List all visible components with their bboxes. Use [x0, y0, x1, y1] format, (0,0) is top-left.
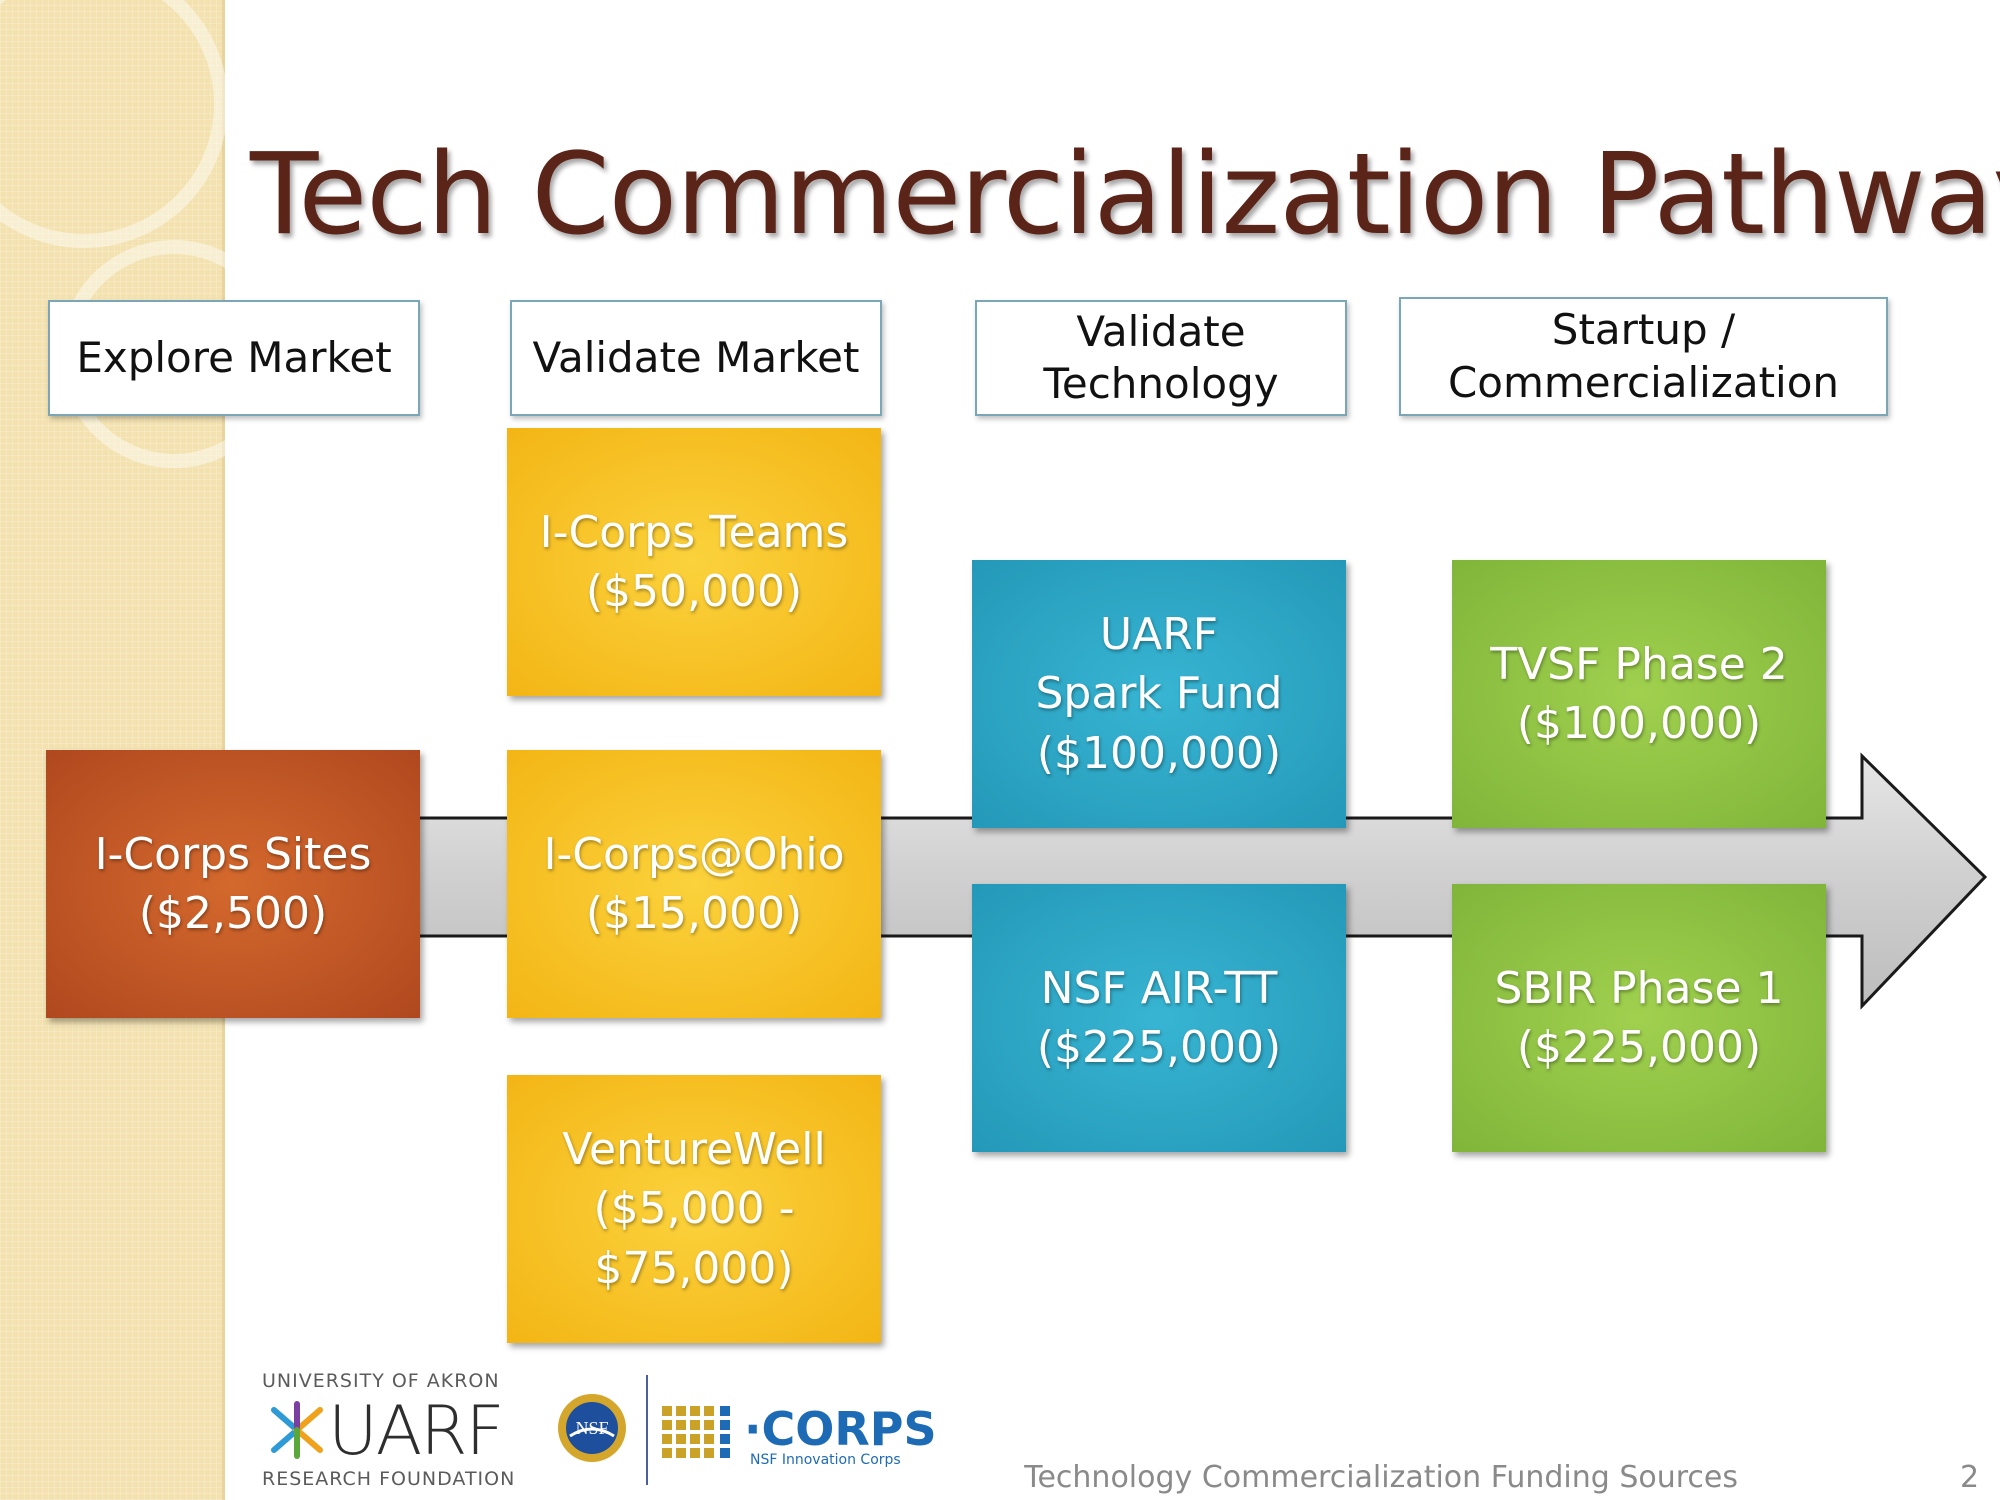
- box-uarf-spark-fund-label: UARF Spark Fund ($100,000): [1035, 608, 1283, 779]
- stage-header-startup-commercialization: Startup / Commercialization: [1399, 297, 1888, 416]
- uarf-logo-bottom-text: RESEARCH FOUNDATION: [262, 1468, 516, 1490]
- icorps-grid-icon: [662, 1406, 730, 1458]
- stage-header-explore-market: Explore Market: [48, 300, 420, 416]
- box-tvsf-phase-2: TVSF Phase 2 ($100,000): [1452, 560, 1826, 828]
- box-nsf-air-tt: NSF AIR-TT ($225,000): [972, 884, 1346, 1152]
- box-icorps-sites-label: I-Corps Sites ($2,500): [94, 828, 372, 939]
- nsf-logo-text: NSF: [575, 1418, 608, 1438]
- page-number: 2: [1960, 1460, 1980, 1495]
- stage-header-validate-market: Validate Market: [510, 300, 882, 416]
- uarf-logo-wordmark: UARF: [328, 1392, 505, 1471]
- stage-header-validate-technology: Validate Technology: [975, 300, 1347, 416]
- box-icorps-ohio: I-Corps@Ohio ($15,000): [507, 750, 881, 1018]
- icorps-logo-wordmark: ·CORPS: [744, 1402, 937, 1456]
- box-icorps-teams: I-Corps Teams ($50,000): [507, 428, 881, 696]
- box-tvsf-phase-2-label: TVSF Phase 2 ($100,000): [1490, 638, 1788, 749]
- logo-divider: [646, 1375, 648, 1485]
- box-sbir-phase-1: SBIR Phase 1 ($225,000): [1452, 884, 1826, 1152]
- box-sbir-phase-1-label: SBIR Phase 1 ($225,000): [1494, 962, 1784, 1073]
- slide-title: Tech Commercialization Pathway: [250, 130, 2000, 260]
- uarf-logo-top-text: UNIVERSITY OF AKRON: [262, 1370, 500, 1392]
- icorps-logo: ·CORPS NSF Innovation Corps: [662, 1402, 937, 1472]
- uarf-star-icon: [271, 1401, 323, 1459]
- box-venturewell: VentureWell ($5,000 - $75,000): [507, 1075, 881, 1343]
- box-venturewell-label: VentureWell ($5,000 - $75,000): [562, 1123, 826, 1294]
- box-uarf-spark-fund: UARF Spark Fund ($100,000): [972, 560, 1346, 828]
- box-icorps-sites: I-Corps Sites ($2,500): [46, 750, 420, 1018]
- nsf-logo-icon: NSF: [558, 1394, 626, 1462]
- uarf-logo: UNIVERSITY OF AKRON UARF RESEARCH FOUNDA…: [262, 1370, 532, 1490]
- footer-text: Technology Commercialization Funding Sou…: [1024, 1460, 1738, 1495]
- box-icorps-ohio-label: I-Corps@Ohio ($15,000): [543, 828, 845, 939]
- box-nsf-air-tt-label: NSF AIR-TT ($225,000): [1036, 962, 1282, 1073]
- icorps-logo-subtitle: NSF Innovation Corps: [750, 1452, 901, 1468]
- box-icorps-teams-label: I-Corps Teams ($50,000): [539, 506, 849, 617]
